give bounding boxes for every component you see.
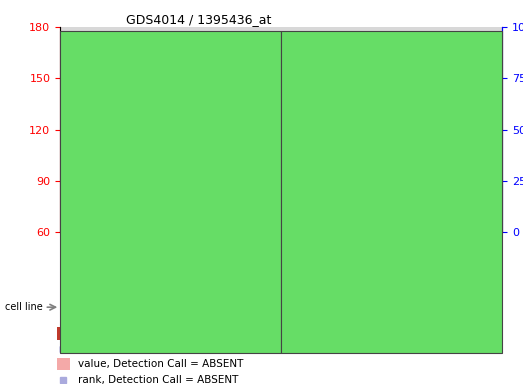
Text: value, Detection Call = ABSENT: value, Detection Call = ABSENT xyxy=(77,359,243,369)
Text: GSM498447: GSM498447 xyxy=(405,235,415,290)
Bar xyxy=(139,195,165,232)
Bar xyxy=(60,27,97,232)
Bar xyxy=(244,232,281,294)
Bar xyxy=(176,198,202,232)
Text: GSM498444: GSM498444 xyxy=(295,235,304,290)
Bar xyxy=(134,232,170,294)
Text: rank, Detection Call = ABSENT: rank, Detection Call = ABSENT xyxy=(77,375,238,384)
Text: CRI-G1-RR (rotenone resistant): CRI-G1-RR (rotenone resistant) xyxy=(95,187,246,197)
Text: GSM498442: GSM498442 xyxy=(221,235,230,290)
Text: GSM498428: GSM498428 xyxy=(147,235,157,290)
Bar xyxy=(60,232,97,294)
Bar xyxy=(318,27,355,232)
Text: GSM498448: GSM498448 xyxy=(442,235,451,290)
Bar xyxy=(392,27,428,232)
Text: GDS4014 / 1395436_at: GDS4014 / 1395436_at xyxy=(127,13,272,26)
Bar xyxy=(134,27,170,232)
Text: GSM498446: GSM498446 xyxy=(369,235,378,290)
Bar xyxy=(471,198,496,232)
Text: cell line: cell line xyxy=(5,302,43,312)
Bar xyxy=(213,224,239,232)
Bar xyxy=(57,358,70,371)
Text: GSM498441: GSM498441 xyxy=(185,235,194,290)
Bar xyxy=(244,27,281,232)
Text: CRI-G1-RS (rotenone sensitive): CRI-G1-RS (rotenone sensitive) xyxy=(316,187,468,197)
Bar xyxy=(434,150,460,232)
Bar xyxy=(170,232,208,294)
Bar xyxy=(208,27,244,232)
Bar xyxy=(428,232,465,294)
Bar xyxy=(465,232,502,294)
Text: GSM498426: GSM498426 xyxy=(74,235,83,290)
Bar xyxy=(66,150,92,232)
Text: GSM498427: GSM498427 xyxy=(111,235,120,290)
Bar xyxy=(465,27,502,232)
Bar xyxy=(281,27,318,232)
Text: percentile rank within the sample: percentile rank within the sample xyxy=(77,344,254,354)
Bar xyxy=(287,75,312,232)
Text: GSM498449: GSM498449 xyxy=(479,235,488,290)
Bar xyxy=(397,212,423,232)
Text: count: count xyxy=(77,329,107,339)
Bar xyxy=(281,232,318,294)
Bar xyxy=(250,131,276,232)
Text: GSM498443: GSM498443 xyxy=(258,235,267,290)
Bar xyxy=(360,198,386,232)
Bar xyxy=(323,181,349,232)
Bar xyxy=(355,27,392,232)
Bar xyxy=(208,232,244,294)
Bar xyxy=(318,232,355,294)
Bar xyxy=(428,27,465,232)
Text: GSM498445: GSM498445 xyxy=(332,235,341,290)
Bar xyxy=(97,27,134,232)
Bar xyxy=(392,232,428,294)
Bar xyxy=(57,328,70,340)
Bar xyxy=(355,232,392,294)
Bar xyxy=(170,27,208,232)
Bar xyxy=(97,232,134,294)
Bar xyxy=(103,176,128,232)
